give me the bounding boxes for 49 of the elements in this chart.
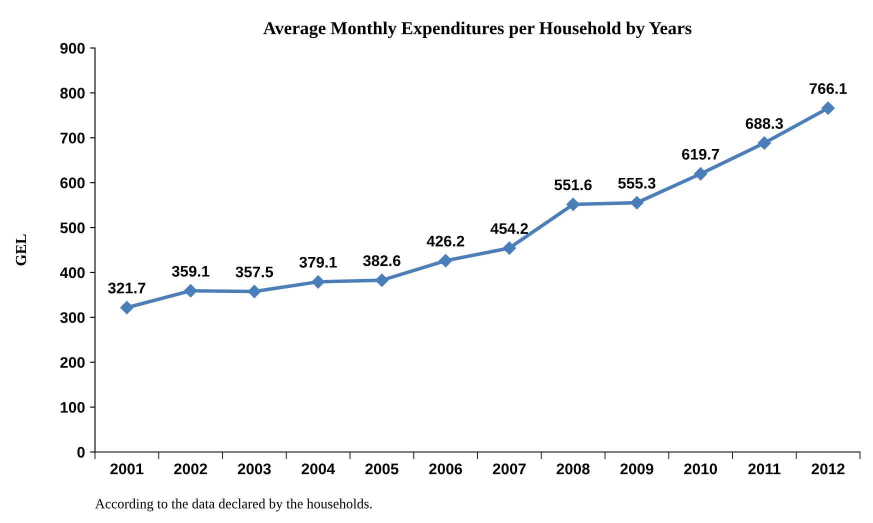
text: According to the data declared by the households. <box>95 498 372 512</box>
x-tick-label: 2012 <box>812 464 845 474</box>
data-label: 359.1 <box>172 266 210 277</box>
point <box>184 284 198 298</box>
y-tick-label: 300 <box>60 312 85 324</box>
data-label: 619.7 <box>682 148 720 160</box>
data-label: 551.6 <box>554 179 592 190</box>
data-label: 357.5 <box>236 266 274 278</box>
point <box>758 136 771 150</box>
x-tick-label: 2002 <box>174 464 208 474</box>
point <box>566 198 580 211</box>
point <box>439 254 452 268</box>
y-tick-label: 700 <box>60 132 85 144</box>
y-axis-title: GEL <box>16 234 26 266</box>
point <box>630 196 644 210</box>
chart-title: Average Monthly Expenditures per Household by Years <box>263 22 692 38</box>
y-tick-label: 100 <box>60 402 85 413</box>
x-tick-label: 2011 <box>748 464 781 474</box>
y-tick-label: 600 <box>60 178 85 188</box>
x-tick-label: 2005 <box>365 464 398 474</box>
y-tick-label: 400 <box>60 267 85 278</box>
y-tick-label: 200 <box>60 357 85 368</box>
y-tick-label: 800 <box>60 88 85 99</box>
x-tick-label: 2009 <box>620 464 654 474</box>
data-label: 454.2 <box>490 223 528 234</box>
y-tick-label: 900 <box>60 42 85 54</box>
point <box>502 242 516 255</box>
data-label: 555.3 <box>618 178 656 189</box>
point <box>312 275 325 288</box>
x-tick-label: 2001 <box>110 464 144 474</box>
data-label: 321.7 <box>108 282 146 294</box>
data-label: 382.6 <box>363 255 400 266</box>
x-tick-label: 2003 <box>238 464 271 474</box>
x-tick-label: 2010 <box>684 464 717 474</box>
x-tick-label: 2007 <box>492 464 526 474</box>
x-tick-label: 2004 <box>302 464 336 474</box>
data-label: 426.2 <box>426 236 464 247</box>
data-label: 688.3 <box>746 118 783 129</box>
y-tick-label: 0 <box>77 446 85 458</box>
data-label: 766.1 <box>810 83 847 94</box>
point <box>822 102 835 115</box>
point <box>694 167 708 180</box>
point <box>120 301 134 314</box>
point <box>248 284 261 298</box>
point <box>375 274 388 287</box>
x-tick-label: 2006 <box>429 464 462 474</box>
x-tick-label: 2008 <box>556 464 590 474</box>
data-label: 379.1 <box>299 256 337 268</box>
y-tick-label: 500 <box>60 222 85 234</box>
